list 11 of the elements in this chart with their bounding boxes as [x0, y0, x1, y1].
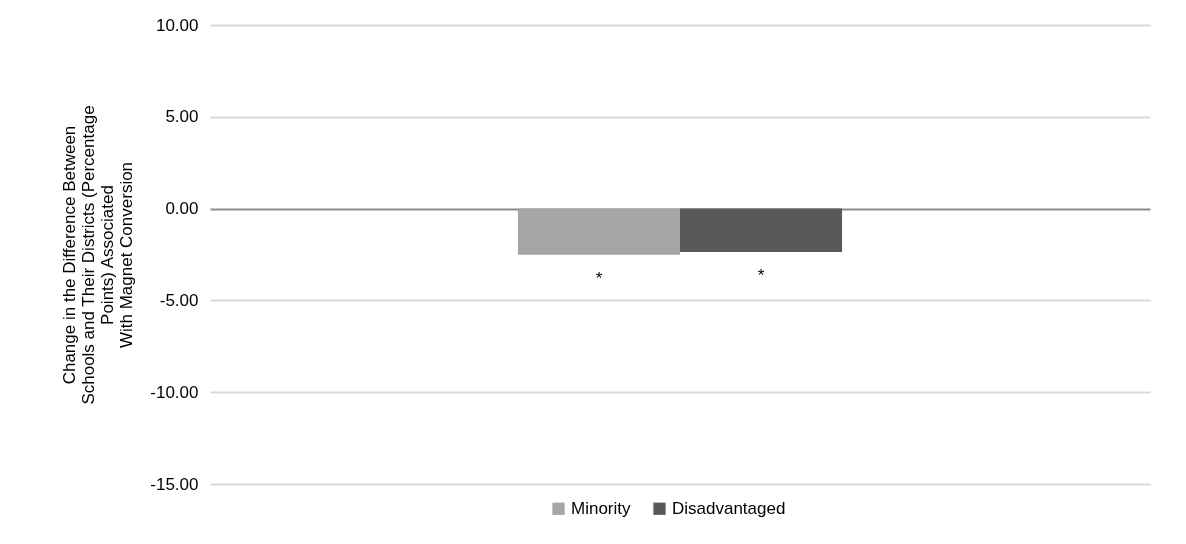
annotation: *	[595, 268, 603, 288]
legend-label: Minority	[571, 498, 632, 518]
y-tick-label: 5.00	[165, 107, 199, 127]
y-tick-label: -15.00	[150, 474, 199, 494]
y-axis-title: Change in the Difference Between Schools and Their Districts (Percentage Points) Associated With Magnet Conversion	[60, 105, 137, 405]
y-tick-label: -10.00	[150, 382, 199, 402]
annotation: *	[757, 265, 765, 285]
y-tick-label: 0.00	[165, 199, 199, 219]
legend-label: Disadvantaged	[672, 498, 786, 518]
y-tick-label: -5.00	[159, 290, 199, 310]
y-tick-label: 10.00	[155, 15, 199, 35]
